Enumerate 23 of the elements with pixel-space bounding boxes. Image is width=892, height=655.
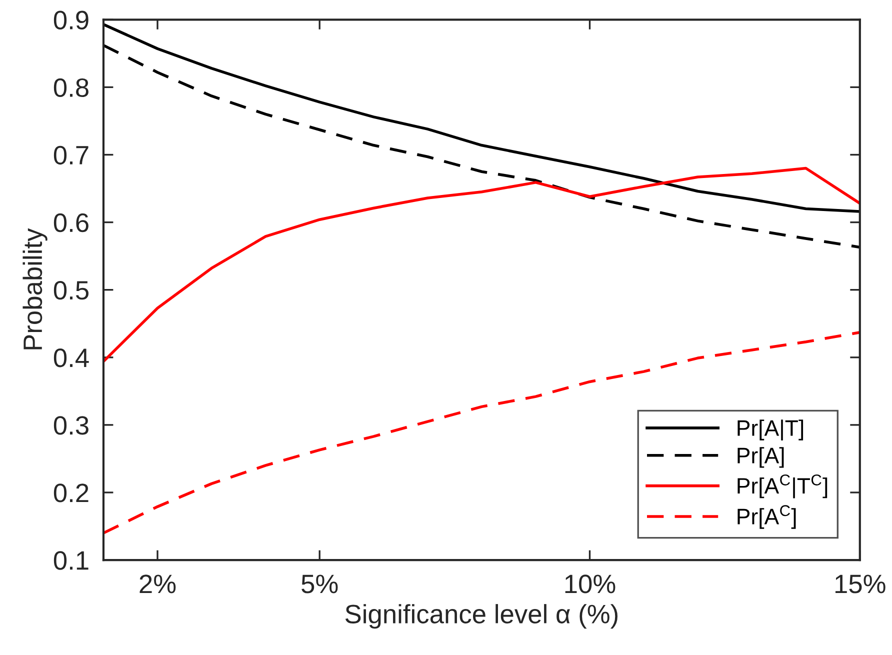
line-series bbox=[103, 44, 860, 249]
y-tick-label: 0.8 bbox=[54, 78, 88, 98]
x-tick-label: 10% bbox=[565, 574, 616, 594]
y-axis-title: Probability bbox=[22, 228, 48, 350]
legend-label: Pr[A$^{C}$|T$^{C}$] bbox=[738, 474, 828, 498]
y-tick-label: 0.2 bbox=[54, 484, 88, 502]
legend-label: Pr[A] bbox=[738, 447, 784, 468]
y-tick-label: 0.7 bbox=[54, 146, 88, 165]
y-tick-label: 0.4 bbox=[54, 348, 89, 368]
legend-label: Pr[A$^{C}$] bbox=[738, 505, 796, 529]
line-series bbox=[103, 22, 860, 213]
x-axis-title: Significance level α (%) bbox=[345, 604, 618, 629]
y-tick-label: 0.6 bbox=[54, 213, 88, 232]
line-series bbox=[103, 331, 860, 534]
y-tick-label: 0.5 bbox=[54, 280, 88, 300]
line-series bbox=[103, 166, 860, 363]
y-tick-label: 0.1 bbox=[54, 551, 88, 570]
x-tick-label: 5% bbox=[302, 574, 338, 594]
y-tick-label: 0.3 bbox=[54, 416, 88, 435]
legend-label: Pr[A|T] bbox=[738, 420, 804, 440]
x-tick-label: 15% bbox=[835, 574, 886, 594]
y-tick-label: 0.9 bbox=[54, 10, 88, 30]
x-tick-label: 2% bbox=[140, 574, 176, 594]
